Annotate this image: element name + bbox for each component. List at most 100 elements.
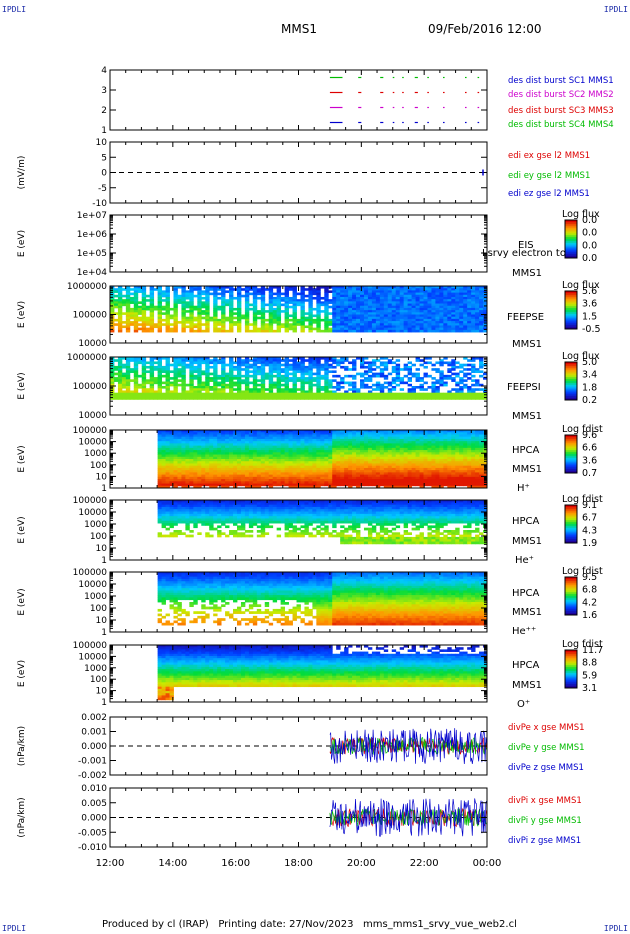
heatmap-cell xyxy=(467,316,472,320)
heatmap-cell xyxy=(125,314,131,318)
heatmap-cell xyxy=(443,392,448,396)
heatmap-cell xyxy=(137,290,143,293)
heatmap-cell xyxy=(117,286,123,289)
heatmap-cell xyxy=(399,388,405,391)
heatmap-cell xyxy=(145,329,151,333)
heatmap-cell xyxy=(348,470,353,473)
heatmap-cell xyxy=(471,312,476,315)
heatmap-cell xyxy=(371,461,377,464)
heatmap-cell xyxy=(260,479,266,482)
heatmap-cell xyxy=(197,454,202,458)
heatmap-cell xyxy=(165,394,170,398)
heatmap-cell xyxy=(280,456,286,460)
heatmap-cell xyxy=(308,436,313,440)
heatmap-cell xyxy=(229,286,234,289)
heatmap-cell xyxy=(443,327,448,331)
heatmap-cell xyxy=(276,459,282,462)
heatmap-cell xyxy=(324,483,329,487)
heatmap-cell xyxy=(229,312,234,315)
heatmap-cell xyxy=(308,305,313,309)
heatmap-cell xyxy=(459,303,464,307)
heatmap-cell xyxy=(248,474,254,478)
heatmap-cell xyxy=(145,307,151,311)
heatmap-cell xyxy=(201,481,206,484)
heatmap-cell xyxy=(201,430,206,433)
heatmap-cell xyxy=(300,383,305,387)
heatmap-cell xyxy=(233,434,238,438)
heatmap-cell xyxy=(292,368,297,371)
heatmap-cell xyxy=(129,310,135,313)
heatmap-cell xyxy=(300,370,305,374)
heatmap-cell xyxy=(181,383,186,387)
heatmap-cell xyxy=(197,472,202,476)
heatmap-cell xyxy=(173,441,178,444)
heatmap-cell xyxy=(443,286,448,289)
heatmap-cell xyxy=(340,307,345,311)
heatmap-cell xyxy=(209,436,214,440)
heatmap-cell xyxy=(225,392,230,396)
heatmap-cell xyxy=(133,374,139,378)
heatmap-cell xyxy=(157,390,162,394)
heatmap-cell xyxy=(467,290,472,293)
heatmap-cell xyxy=(256,470,262,473)
heatmap-cell xyxy=(344,483,349,487)
heatmap-cell xyxy=(189,329,194,333)
heatmap-cell xyxy=(252,461,258,464)
heatmap-cell xyxy=(264,441,270,444)
heatmap-cell xyxy=(117,323,123,326)
heatmap-cell xyxy=(407,327,412,331)
heatmap-cell xyxy=(300,456,305,460)
heatmap-cell xyxy=(439,318,444,322)
heatmap-cell xyxy=(272,386,278,389)
heatmap-cell xyxy=(225,329,230,333)
heatmap-cell xyxy=(348,452,353,455)
heatmap-cell xyxy=(320,363,325,367)
heatmap-cell xyxy=(209,470,214,473)
heatmap-cell xyxy=(221,479,226,482)
heatmap-cell xyxy=(197,463,202,467)
heatmap-cell xyxy=(340,312,345,315)
heatmap-cell xyxy=(340,292,345,296)
heatmap-cell xyxy=(181,394,186,398)
colorbar-tick-label: 0.0 xyxy=(582,253,597,264)
heatmap-cell xyxy=(312,459,317,462)
heatmap-cell xyxy=(117,299,123,302)
heatmap-cell xyxy=(244,430,250,433)
colorbar-frame xyxy=(564,290,578,330)
heatmap-cell xyxy=(284,379,289,382)
heatmap-cell xyxy=(161,357,166,360)
heatmap-cell xyxy=(161,307,166,311)
heatmap-cell xyxy=(340,461,345,464)
heatmap-cell xyxy=(157,397,162,400)
heatmap-cell xyxy=(475,294,480,298)
heatmap-cell xyxy=(332,485,337,489)
heatmap-cell xyxy=(308,481,313,484)
heatmap-cell xyxy=(185,472,190,476)
heatmap-cell xyxy=(110,377,115,380)
heatmap-cell xyxy=(363,327,369,331)
heatmap-cell xyxy=(395,323,401,326)
heatmap-cell xyxy=(157,470,162,473)
heatmap-cell xyxy=(308,445,313,449)
heatmap-cell xyxy=(375,299,381,302)
heatmap-cell xyxy=(284,390,289,394)
heatmap-cell xyxy=(236,296,242,300)
heatmap-cell xyxy=(260,470,266,473)
heatmap-cell xyxy=(320,463,325,467)
heatmap-cell xyxy=(320,438,325,442)
heatmap-cell xyxy=(360,372,365,376)
heatmap-cell xyxy=(439,292,444,296)
heatmap-cell xyxy=(304,441,309,444)
heatmap-cell xyxy=(356,357,361,360)
heatmap-cell xyxy=(304,470,309,473)
heatmap-cell xyxy=(399,316,405,320)
heatmap-cell xyxy=(264,476,270,480)
heatmap-cell xyxy=(248,479,254,482)
heatmap-cell xyxy=(260,303,266,307)
heatmap-cell xyxy=(133,392,139,396)
heatmap-cell xyxy=(383,459,389,462)
heatmap-cell xyxy=(244,461,250,464)
heatmap-cell xyxy=(284,329,289,333)
heatmap-cell xyxy=(264,303,270,307)
heatmap-cell xyxy=(248,432,254,435)
